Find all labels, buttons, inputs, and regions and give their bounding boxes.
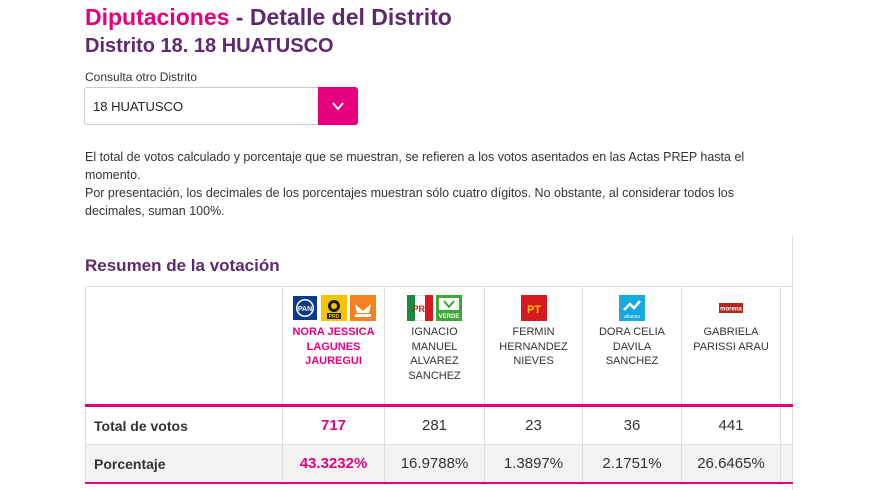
mc-logo-icon xyxy=(349,295,376,321)
svg-text:PAN: PAN xyxy=(297,306,311,313)
candidate-name: GABRIELA PARISSI ARAU xyxy=(693,326,769,353)
district-select[interactable]: 18 HUATUSCO xyxy=(84,87,358,125)
candidate-name: DORA CELIA DAVILA SANCHEZ xyxy=(598,326,666,367)
verde-logo-icon: VERDE xyxy=(436,295,462,321)
candidates-header-row: PAN PRD NORA JESSICA LAGUNES JAUREGUI xyxy=(85,287,793,404)
party-logos: alianza xyxy=(619,295,645,321)
header-overflow-cell xyxy=(781,287,793,404)
overflow-cell xyxy=(781,407,793,444)
candidate-name: NORA JESSICA LAGUNES JAUREGUI xyxy=(292,326,375,367)
row-divider xyxy=(85,444,793,445)
votes-cell: 23 xyxy=(485,407,583,444)
votes-cell: 441 xyxy=(682,407,781,444)
votes-cell: 36 xyxy=(583,407,682,444)
overflow-cell xyxy=(781,445,793,482)
header-label-cell xyxy=(85,287,283,404)
party-logos: PT xyxy=(520,295,547,321)
percent-cell: 43.3232% xyxy=(283,445,385,482)
percent-cell: 16.9788% xyxy=(385,445,485,482)
svg-text:morena: morena xyxy=(720,307,742,313)
candidate-name: FERMIN HERNANDEZ NIEVES xyxy=(499,326,568,367)
note-votes: El total de votos calculado y porcentaje… xyxy=(85,150,745,182)
svg-text:VERDE: VERDE xyxy=(439,314,460,320)
title-election: Diputaciones xyxy=(85,4,230,30)
row-label-percent: Porcentaje xyxy=(85,445,283,482)
svg-text:PT: PT xyxy=(526,304,540,316)
percent-cell: 1.3897% xyxy=(485,445,583,482)
votes-cell: 717 xyxy=(283,407,385,444)
district-subtitle: Distrito 18. 18 HUATUSCO xyxy=(85,35,334,57)
svg-text:PRD: PRD xyxy=(328,314,339,320)
svg-text:alianza: alianza xyxy=(624,314,640,320)
pri-logo-icon: PRI xyxy=(407,295,433,321)
candidate-header-3: PT FERMIN HERNANDEZ NIEVES xyxy=(485,287,583,404)
pt-logo-icon: PT xyxy=(520,295,547,321)
table-bottom-rule xyxy=(85,482,793,484)
notes-block: El total de votos calculado y porcentaje… xyxy=(85,148,765,220)
percent-cell: 2.1751% xyxy=(583,445,682,482)
note-decimals: Por presentación, los decimales de los p… xyxy=(85,186,734,218)
party-logos: PRI VERDE xyxy=(407,295,462,321)
summary-title: Resumen de la votación xyxy=(85,256,280,275)
candidate-header-5: morena GABRIELA PARISSI ARAU xyxy=(682,287,781,404)
party-logos: morena xyxy=(718,295,744,321)
votes-cell: 281 xyxy=(385,407,485,444)
svg-text:PRI: PRI xyxy=(412,304,427,314)
candidate-header-1: PAN PRD NORA JESSICA LAGUNES JAUREGUI xyxy=(283,287,385,404)
district-select-button[interactable] xyxy=(318,87,358,125)
prd-logo-icon: PRD xyxy=(320,295,347,321)
header-rule xyxy=(85,404,793,407)
chevron-down-icon xyxy=(332,102,344,111)
candidate-name: IGNACIO MANUEL ALVAREZ SANCHEZ xyxy=(408,326,461,382)
alianza-logo-icon: alianza xyxy=(619,295,645,321)
row-label-votes: Total de votos xyxy=(85,407,283,444)
district-select-label: Consulta otro Distrito xyxy=(85,70,198,84)
table-row-votes: Total de votos 717 281 23 36 441 xyxy=(85,407,793,444)
summary-table: PAN PRD NORA JESSICA LAGUNES JAUREGUI xyxy=(85,287,793,484)
table-top-rule xyxy=(85,286,793,287)
candidate-header-2: PRI VERDE IGNACIO MANUEL ALVAREZ SANCHEZ xyxy=(385,287,485,404)
party-logos: PAN PRD xyxy=(291,295,376,321)
district-select-value: 18 HUATUSCO xyxy=(93,99,184,114)
percent-cell: 26.6465% xyxy=(682,445,781,482)
pan-logo-icon: PAN xyxy=(291,295,318,321)
page-title: Diputaciones - Detalle del Distrito xyxy=(85,4,452,31)
morena-logo-icon: morena xyxy=(718,295,744,321)
candidate-header-4: alianza DORA CELIA DAVILA SANCHEZ xyxy=(583,287,682,404)
title-detail: - Detalle del Distrito xyxy=(229,4,452,30)
table-row-percent: Porcentaje 43.3232% 16.9788% 1.3897% 2.1… xyxy=(85,445,793,482)
